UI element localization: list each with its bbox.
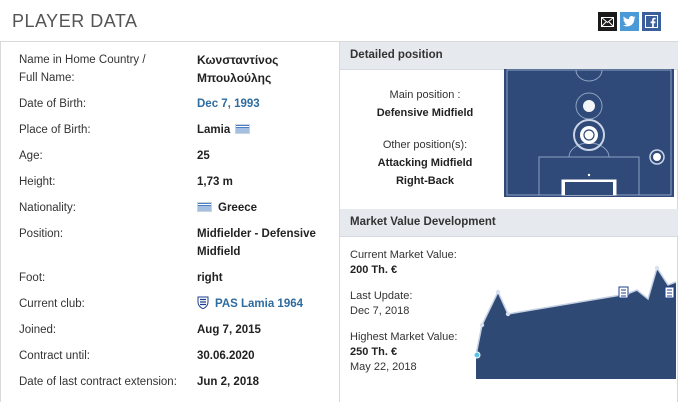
foot-label: Foot: <box>19 272 46 284</box>
joined-value: Aug 7, 2015 <box>197 324 261 336</box>
height-value: 1,73 m <box>197 176 233 188</box>
main-position-label: Main position : <box>389 89 461 101</box>
defensive-mid-marker <box>573 119 605 151</box>
main-position-value: Defensive Midfield <box>376 107 474 119</box>
last-update-value: Dec 7, 2018 <box>350 305 410 317</box>
extension-value: Jun 2, 2018 <box>197 376 260 388</box>
club-crest-icon <box>197 296 209 309</box>
highest-value-label: Highest Market Value: <box>350 331 458 343</box>
club-label: Current club: <box>19 298 85 310</box>
detailed-position-header: Detailed position <box>340 42 678 70</box>
player-data-header: PLAYER DATA <box>0 0 678 42</box>
facebook-icon[interactable] <box>642 12 661 31</box>
pob-label: Place of Birth: <box>19 124 91 136</box>
mail-icon[interactable] <box>598 12 617 31</box>
current-value-label: Current Market Value: <box>350 249 457 261</box>
contract-label: Contract until: <box>19 350 90 362</box>
highest-value: 250 Th. € <box>350 346 398 358</box>
position-value: Midfielder - Defensive Midfield <box>197 228 316 258</box>
greece-flag-icon <box>235 124 251 134</box>
dob-link[interactable]: Dec 7, 1993 <box>197 98 260 110</box>
dob-label: Date of Birth: <box>19 98 87 110</box>
extension-label: Date of last contract extension: <box>19 376 177 388</box>
contract-value: 30.06.2020 <box>197 350 255 362</box>
player-data-body: Name in Home Country / Full Name: Κωνσταν… <box>0 42 678 402</box>
foot-value: right <box>197 272 223 284</box>
joined-label: Joined: <box>19 324 57 336</box>
position-pitch <box>504 69 674 197</box>
market-value-chart[interactable] <box>474 259 677 379</box>
highest-value-date: May 22, 2018 <box>350 361 417 373</box>
right-back-marker <box>649 149 665 165</box>
other-position-2: Right-Back <box>395 175 455 187</box>
greece-flag-icon <box>197 202 212 212</box>
side-panel: Detailed position Main position : Defens… <box>339 42 678 402</box>
market-value-header: Market Value Development <box>340 209 678 237</box>
age-value: 25 <box>197 150 210 162</box>
current-value: 200 Th. € <box>350 264 398 276</box>
twitter-icon[interactable] <box>620 12 639 31</box>
other-position-1: Attacking Midfield <box>377 157 473 169</box>
height-label: Height: <box>19 176 56 188</box>
age-label: Age: <box>19 150 43 162</box>
pob-value: Lamia <box>197 121 251 139</box>
other-positions-label: Other position(s): <box>382 139 468 151</box>
section-title: PLAYER DATA <box>12 11 138 31</box>
nationality-value: Greece <box>197 199 257 217</box>
name-value: Κωνσταντίνος Μπουλούλης <box>197 53 279 85</box>
player-info-table: Name in Home Country / Full Name: Κωνσταν… <box>1 42 337 402</box>
club-link[interactable]: PAS Lamia 1964 <box>197 295 303 313</box>
name-label: Name in Home Country / Full Name: <box>19 54 146 84</box>
position-label: Position: <box>19 228 64 240</box>
last-update-label: Last Update: <box>350 290 413 302</box>
nationality-label: Nationality: <box>19 202 76 214</box>
